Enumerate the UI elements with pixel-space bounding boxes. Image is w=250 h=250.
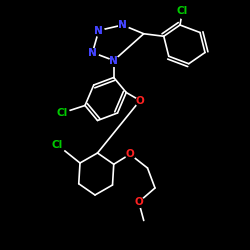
Text: N: N (94, 26, 103, 36)
Text: N: N (88, 48, 97, 58)
Text: Cl: Cl (52, 140, 63, 150)
Text: O: O (136, 96, 144, 106)
Text: N: N (88, 48, 97, 58)
Text: N: N (110, 56, 118, 66)
Text: Cl: Cl (56, 108, 68, 118)
Text: Cl: Cl (177, 6, 188, 16)
Text: N: N (94, 26, 103, 36)
Text: N: N (118, 20, 127, 30)
Text: O: O (126, 149, 134, 159)
Text: N: N (110, 56, 118, 66)
Text: O: O (134, 197, 143, 207)
Text: N: N (118, 20, 127, 30)
